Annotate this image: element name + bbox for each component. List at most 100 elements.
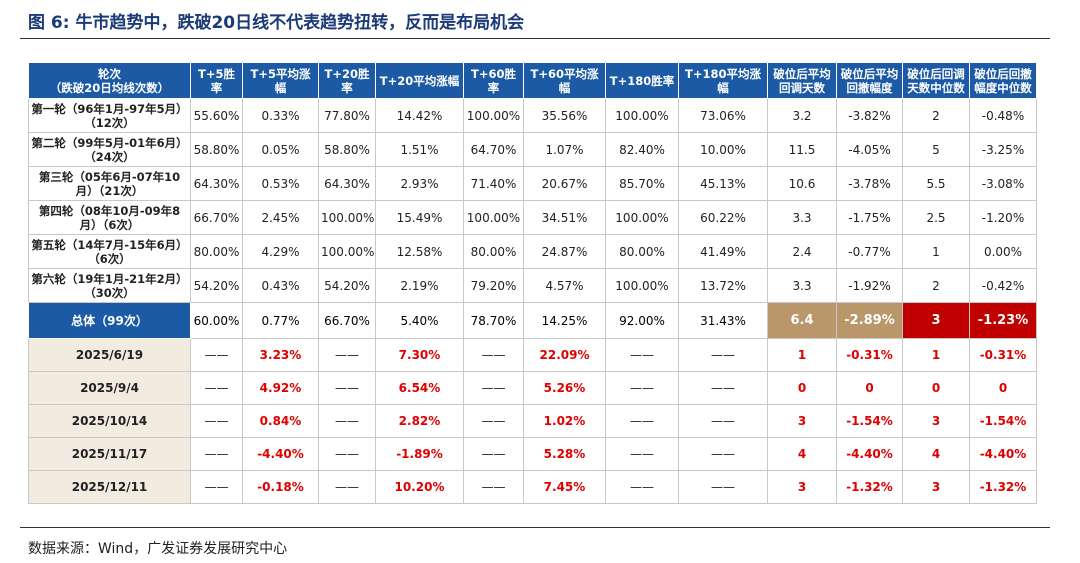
cell: 15.49% — [375, 200, 464, 235]
cell: -3.08% — [969, 166, 1037, 201]
cell: 0.53% — [242, 166, 319, 201]
cell: 79.20% — [463, 268, 524, 303]
cell: 4 — [767, 437, 837, 471]
cell: —— — [678, 338, 768, 372]
cell: 64.70% — [463, 132, 524, 167]
cell: 82.40% — [605, 132, 679, 167]
cell: 4.57% — [523, 268, 606, 303]
cell: —— — [463, 404, 524, 438]
cell: 58.80% — [318, 132, 376, 167]
cell: 3.2 — [767, 98, 837, 133]
cell: -1.23% — [969, 302, 1037, 339]
cell: 3.3 — [767, 200, 837, 235]
cell: 5.40% — [375, 302, 464, 339]
cell: 1 — [767, 338, 837, 372]
cell: 5.28% — [523, 437, 606, 471]
cell: -1.54% — [969, 404, 1037, 438]
cell: 1.02% — [523, 404, 606, 438]
header-cell: T+20平均涨幅 — [375, 62, 464, 99]
cell: 100.00% — [318, 200, 376, 235]
cell: 5 — [902, 132, 970, 167]
cell: —— — [463, 371, 524, 405]
cell: 11.5 — [767, 132, 837, 167]
table-row: 第二轮（99年5月-01年6月）（24次） 58.80% 0.05% 58.80% 1.… — [28, 132, 1037, 167]
row-label: 第二轮（99年5月-01年6月）（24次） — [28, 132, 191, 167]
recent-row: 2025/11/17 —— -4.40% —— -1.89% —— 5.28% —— —— 4 -4… — [28, 437, 1037, 471]
header-cell: T+60胜率 — [463, 62, 524, 99]
cell: —— — [678, 371, 768, 405]
cell: 3 — [902, 404, 970, 438]
cell: 7.30% — [375, 338, 464, 372]
cell: -1.54% — [836, 404, 903, 438]
cell: 60.00% — [190, 302, 243, 339]
cell: 3 — [767, 470, 837, 504]
cell: 14.25% — [523, 302, 606, 339]
cell: 1 — [902, 234, 970, 269]
cell: 0.05% — [242, 132, 319, 167]
cell: 12.58% — [375, 234, 464, 269]
cell: 3.23% — [242, 338, 319, 372]
cell: 85.70% — [605, 166, 679, 201]
cell: -4.40% — [242, 437, 319, 471]
cell: 2.82% — [375, 404, 464, 438]
cell: -4.40% — [969, 437, 1037, 471]
cell: -0.31% — [836, 338, 903, 372]
cell: 0.43% — [242, 268, 319, 303]
row-label: 2025/6/19 — [28, 338, 191, 372]
row-label: 2025/12/11 — [28, 470, 191, 504]
cell: 41.49% — [678, 234, 768, 269]
data-table: 轮次 （跌破20日均线次数） T+5胜率 T+5平均涨幅 T+20胜率 T+20平均涨幅… — [28, 62, 1037, 504]
cell: -0.18% — [242, 470, 319, 504]
cell: 31.43% — [678, 302, 768, 339]
cell: 0 — [969, 371, 1037, 405]
cell: 4.29% — [242, 234, 319, 269]
cell: 55.60% — [190, 98, 243, 133]
cell: 2.19% — [375, 268, 464, 303]
cell: 10.6 — [767, 166, 837, 201]
cell: —— — [190, 470, 243, 504]
cell: 0.00% — [969, 234, 1037, 269]
cell: 35.56% — [523, 98, 606, 133]
source-note: 数据来源：Wind，广发证券发展研究中心 — [28, 541, 288, 557]
cell: -1.32% — [969, 470, 1037, 504]
cell: 71.40% — [463, 166, 524, 201]
header-cell: 轮次 （跌破20日均线次数） — [28, 62, 191, 99]
cell: 2 — [902, 268, 970, 303]
row-label: 2025/11/17 — [28, 437, 191, 471]
summary-row: 总体（99次） 60.00% 0.77% 66.70% 5.40% 78.70% 14.25… — [28, 302, 1037, 339]
cell: 54.20% — [318, 268, 376, 303]
cell: 77.80% — [318, 98, 376, 133]
cell: 92.00% — [605, 302, 679, 339]
cell: 3.3 — [767, 268, 837, 303]
row-label: 2025/9/4 — [28, 371, 191, 405]
cell: 3 — [902, 470, 970, 504]
table-row: 第六轮（19年1月-21年2月）（30次） 54.20% 0.43% 54.20% 2.… — [28, 268, 1037, 303]
cell: 66.70% — [190, 200, 243, 235]
cell: 54.20% — [190, 268, 243, 303]
cell: 2.4 — [767, 234, 837, 269]
cell: 5.5 — [902, 166, 970, 201]
cell: 3 — [902, 302, 970, 339]
cell: 20.67% — [523, 166, 606, 201]
cell: 66.70% — [318, 302, 376, 339]
cell: 80.00% — [463, 234, 524, 269]
header-cell: T+20胜率 — [318, 62, 376, 99]
row-label: 第一轮（96年1月-97年5月）（12次） — [28, 98, 191, 133]
cell: 0 — [836, 371, 903, 405]
cell: —— — [605, 338, 679, 372]
cell: 0.33% — [242, 98, 319, 133]
cell: —— — [463, 470, 524, 504]
header-cell: T+180胜率 — [605, 62, 679, 99]
cell: 100.00% — [605, 200, 679, 235]
cell: 3 — [767, 404, 837, 438]
cell: -0.31% — [969, 338, 1037, 372]
header-cell: 破位后回调 天数中位数 — [902, 62, 970, 99]
figure-title: 图 6: 牛市趋势中，跌破20日线不代表趋势扭转，反而是布局机会 — [28, 13, 525, 33]
header-cell: T+5胜率 — [190, 62, 243, 99]
cell: 64.30% — [318, 166, 376, 201]
header-row: 轮次 （跌破20日均线次数） T+5胜率 T+5平均涨幅 T+20胜率 T+20平均涨幅… — [28, 62, 1037, 99]
cell: 0.77% — [242, 302, 319, 339]
cell: 5.26% — [523, 371, 606, 405]
cell: -0.77% — [836, 234, 903, 269]
